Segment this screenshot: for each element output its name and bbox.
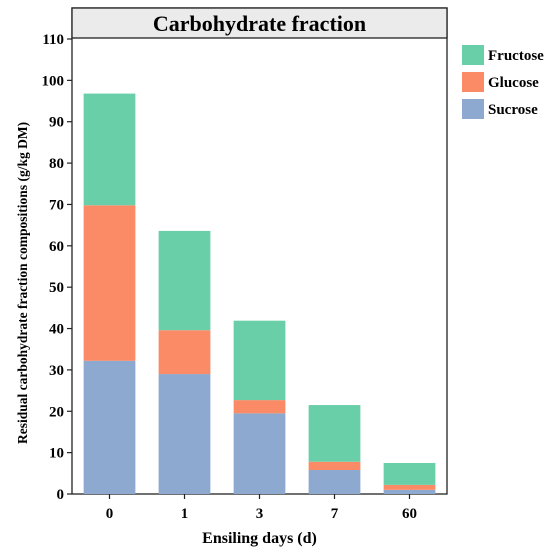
x-tick-label: 7: [331, 506, 339, 522]
y-tick-label: 60: [49, 239, 64, 255]
y-tick-label: 0: [57, 487, 65, 503]
y-tick-label: 90: [49, 115, 64, 131]
bar-sucrose-0: [83, 360, 136, 494]
y-tick-label: 70: [49, 197, 64, 213]
bars-group: [83, 93, 436, 494]
x-tick-label: 0: [106, 506, 114, 522]
y-tick-label: 40: [49, 322, 64, 338]
title-band: [71, 7, 448, 39]
bar-glucose-0: [83, 205, 136, 361]
bar-fructose-7: [308, 405, 361, 462]
bar-sucrose-1: [158, 374, 211, 494]
y-tick-label: 100: [42, 73, 65, 89]
legend-swatch-sucrose: [462, 99, 484, 119]
legend: Fructose Glucose Sucrose: [462, 45, 544, 119]
legend-swatch-fructose: [462, 45, 484, 65]
x-axis-label: Ensiling days (d): [202, 530, 317, 547]
legend-label-sucrose: Sucrose: [488, 102, 538, 118]
y-tick-label: 10: [49, 446, 64, 462]
bar-sucrose-60: [383, 489, 436, 494]
y-tick-label: 110: [42, 32, 64, 48]
y-tick-label: 20: [49, 404, 64, 420]
bar-fructose-60: [383, 462, 436, 485]
x-tick-label: 1: [181, 506, 189, 522]
y-axis-label: Residual carbohydrate fraction compositi…: [15, 122, 30, 444]
bar-glucose-1: [158, 330, 211, 375]
bar-fructose-0: [83, 93, 136, 206]
legend-label-fructose: Fructose: [488, 48, 544, 64]
x-axis: 0 1 3 7 60: [106, 494, 417, 522]
y-tick-label: 80: [49, 156, 64, 172]
bar-glucose-3: [233, 400, 286, 414]
x-tick-label: 3: [256, 506, 264, 522]
bar-fructose-1: [158, 230, 211, 331]
bar-glucose-7: [308, 461, 361, 471]
bar-sucrose-3: [233, 413, 286, 494]
bar-sucrose-7: [308, 470, 361, 494]
legend-swatch-glucose: [462, 72, 484, 92]
y-axis: 0 10 20 30 40 50 60 70 80 90 100 110: [42, 32, 72, 503]
bar-fructose-3: [233, 320, 286, 401]
y-tick-label: 50: [49, 280, 64, 296]
y-tick-label: 30: [49, 363, 64, 379]
chart-title: Carbohydrate fraction: [153, 11, 366, 36]
bar-glucose-60: [383, 484, 436, 490]
x-tick-label: 60: [402, 506, 417, 522]
legend-label-glucose: Glucose: [488, 75, 539, 91]
